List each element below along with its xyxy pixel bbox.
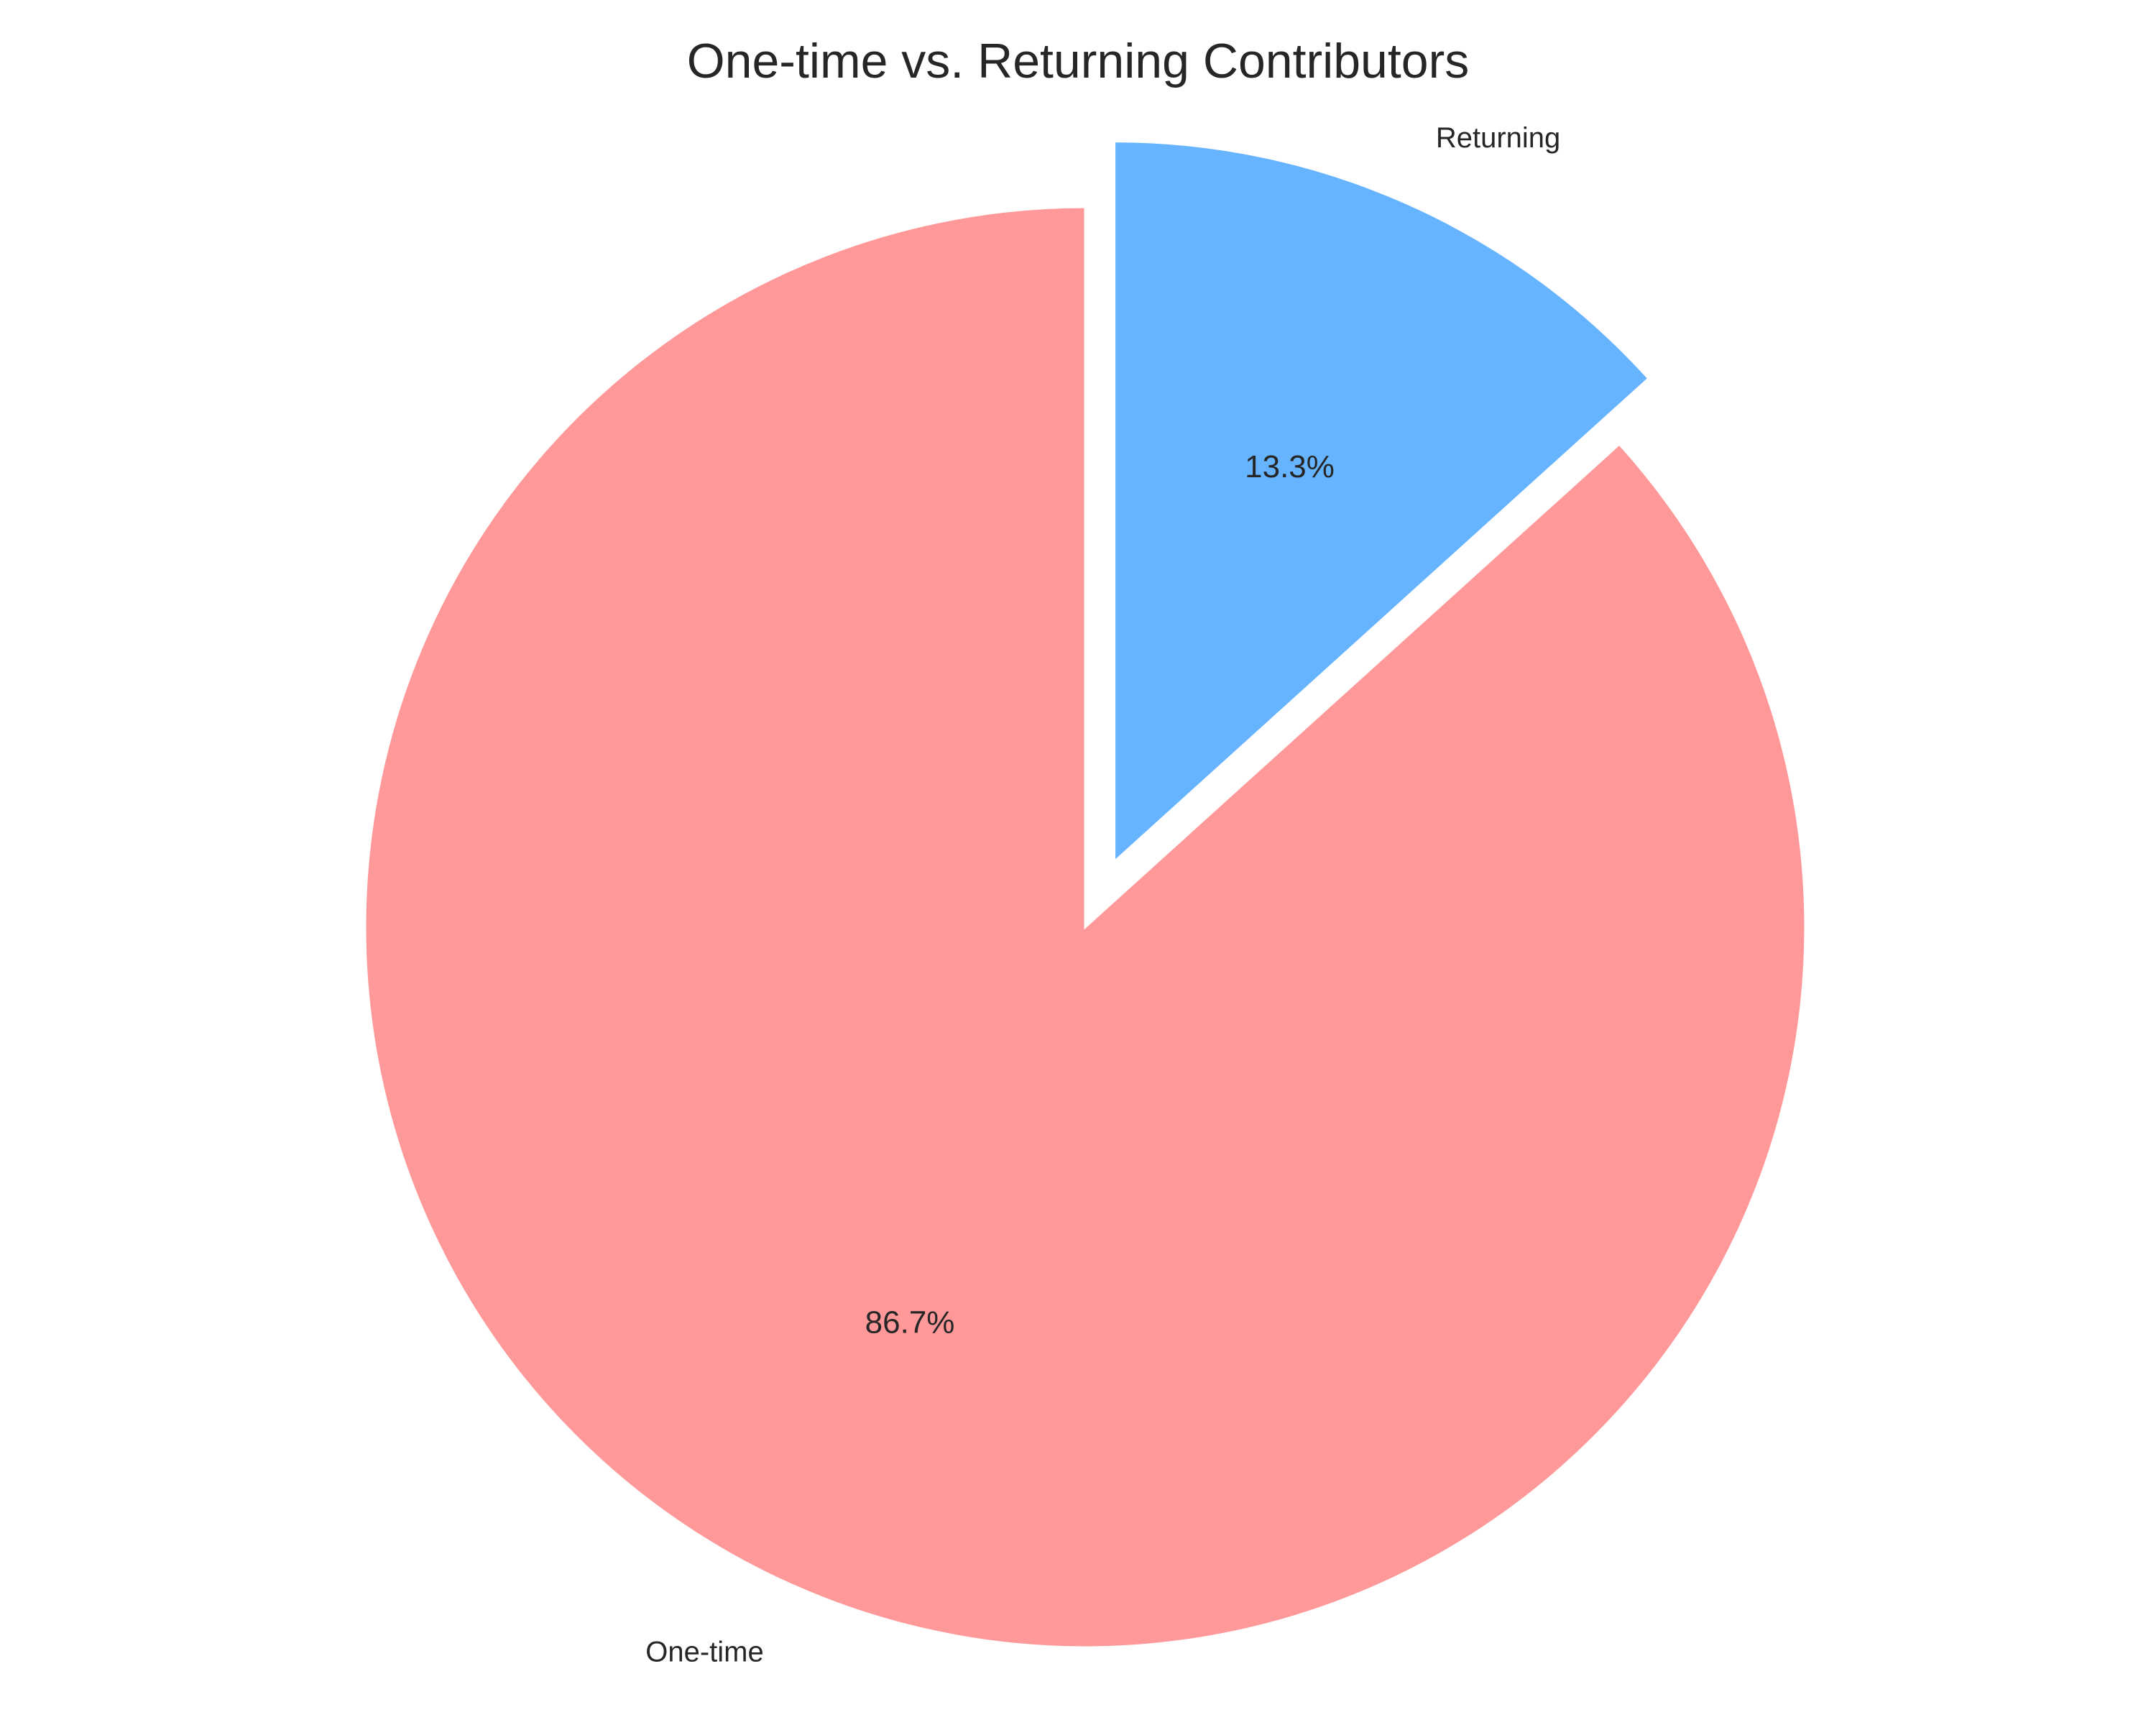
pie-slices (364, 140, 1807, 1649)
category-label-one-time: One-time (645, 1636, 764, 1668)
category-label-returning: Returning (1436, 122, 1560, 154)
pct-label-one-time: 86.7% (865, 1305, 955, 1340)
pct-label-returning: 13.3% (1245, 449, 1335, 484)
pie-labels: 13.3% Returning 86.7% One-time (645, 122, 1560, 1668)
pie-slice-one-time (364, 206, 1807, 1649)
chart-title: One-time vs. Returning Contributors (687, 34, 1469, 88)
pie-slice-returning (1113, 140, 1650, 864)
